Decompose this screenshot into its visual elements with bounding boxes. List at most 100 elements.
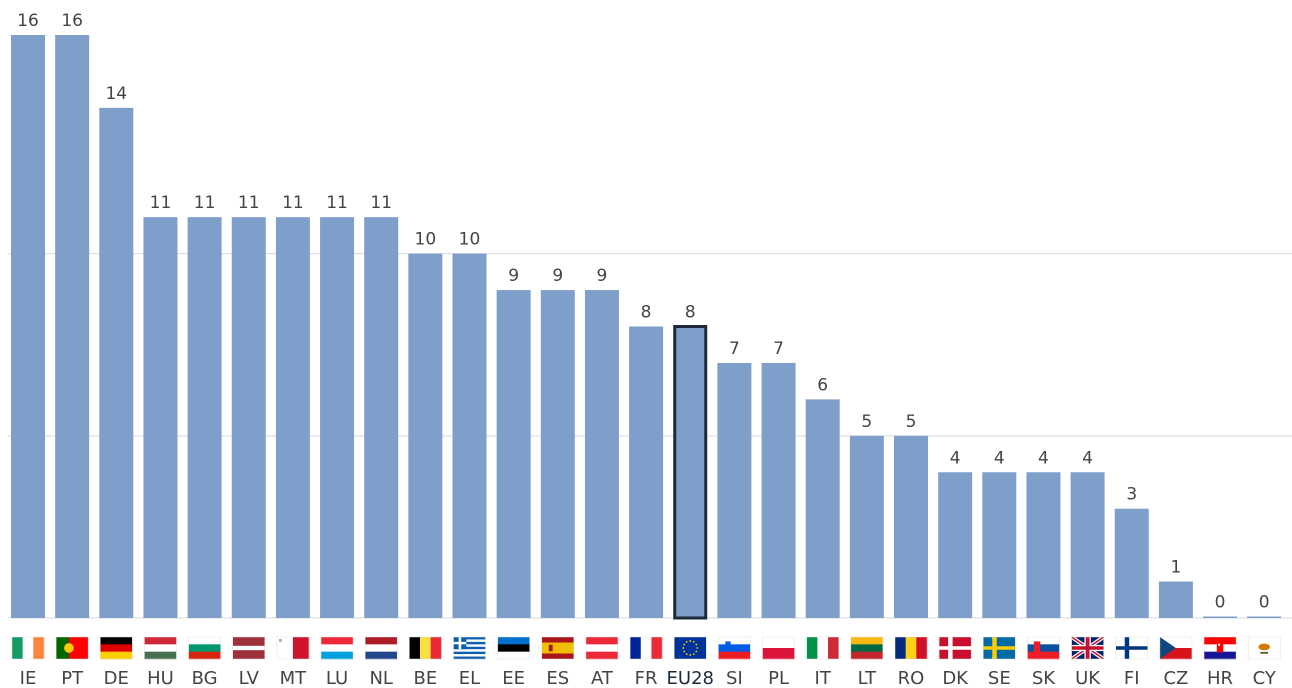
bar-si xyxy=(717,362,752,618)
flag-lt-icon xyxy=(850,636,884,660)
category-label-ee: EE xyxy=(502,668,525,688)
bar-lv xyxy=(231,217,266,618)
category-label-si: SI xyxy=(726,668,743,688)
category-label-dk: DK xyxy=(942,668,969,688)
value-label-lv: 11 xyxy=(238,193,260,213)
value-label-es: 9 xyxy=(552,266,563,286)
category-label-hr: HR xyxy=(1207,668,1233,688)
category-label-es: ES xyxy=(546,668,569,688)
bar-ro xyxy=(894,435,928,618)
flag-ee-icon xyxy=(497,636,530,660)
category-label-at: AT xyxy=(591,668,614,688)
bars xyxy=(11,35,1282,620)
flag-lv-icon xyxy=(232,636,265,660)
value-label-eu28: 8 xyxy=(685,303,696,323)
flag-fr-icon xyxy=(629,636,663,660)
bar-mt xyxy=(275,217,310,618)
category-labels: IE PT DE HU BG LV MT LU NL BE EL EE ES AT FR EU28 SI PL IT… xyxy=(20,668,1277,688)
value-label-lu: 11 xyxy=(326,193,348,213)
value-label-be: 10 xyxy=(415,230,437,250)
category-label-lv: LV xyxy=(239,668,260,688)
flag-nl-icon xyxy=(364,636,398,660)
value-label-nl: 11 xyxy=(370,193,392,213)
bar-at xyxy=(584,290,619,618)
value-label-cz: 1 xyxy=(1170,558,1181,578)
flag-se-icon xyxy=(983,636,1016,660)
value-label-ie: 16 xyxy=(17,11,39,31)
category-label-se: SE xyxy=(988,668,1011,688)
bar-de xyxy=(99,107,134,618)
value-label-fr: 8 xyxy=(641,303,652,323)
value-label-dk: 4 xyxy=(950,448,961,468)
category-label-be: BE xyxy=(413,668,437,688)
category-label-lt: LT xyxy=(858,668,878,688)
flag-si-icon xyxy=(718,636,751,660)
bar-ee xyxy=(496,290,531,618)
flag-ie-icon xyxy=(11,636,45,660)
bar-uk xyxy=(1070,472,1105,618)
bar-it xyxy=(805,399,840,618)
bar-bg xyxy=(187,217,222,618)
flag-hr-icon xyxy=(1203,636,1237,660)
bar-lu xyxy=(320,217,355,618)
category-label-mt: MT xyxy=(280,668,308,688)
value-label-hu: 11 xyxy=(150,193,172,213)
category-label-el: EL xyxy=(459,668,480,688)
value-label-ee: 9 xyxy=(508,266,519,286)
flag-cy-icon xyxy=(1247,636,1281,660)
value-label-ro: 5 xyxy=(906,412,917,432)
category-label-nl: NL xyxy=(369,668,393,688)
flag-mt-icon xyxy=(276,636,310,660)
value-label-pt: 16 xyxy=(61,11,83,31)
bar-pl xyxy=(761,362,796,618)
flag-at-icon xyxy=(585,636,619,660)
value-label-el: 10 xyxy=(459,230,481,250)
category-label-pl: PL xyxy=(768,668,789,688)
bar-dk xyxy=(938,472,973,618)
category-label-eu28: EU28 xyxy=(667,668,714,688)
category-label-it: IT xyxy=(815,668,832,688)
category-label-lu: LU xyxy=(326,668,348,688)
value-label-it: 6 xyxy=(817,375,828,395)
value-label-at: 9 xyxy=(597,266,608,286)
value-label-mt: 11 xyxy=(282,193,304,213)
category-label-hu: HU xyxy=(147,668,174,688)
category-label-pt: PT xyxy=(61,668,84,688)
flag-el-icon xyxy=(453,636,486,660)
value-label-de: 14 xyxy=(105,84,127,104)
flag-pl-icon xyxy=(762,636,795,660)
bar-sk xyxy=(1026,472,1061,618)
value-label-se: 4 xyxy=(994,448,1005,468)
bar-fr xyxy=(629,326,664,618)
flag-be-icon xyxy=(409,636,442,660)
value-label-fi: 3 xyxy=(1126,485,1137,505)
bar-eu28 xyxy=(673,325,708,620)
category-label-fr: FR xyxy=(635,668,658,688)
bar-pt xyxy=(55,35,90,618)
bar-lt xyxy=(849,435,884,618)
value-label-bg: 11 xyxy=(194,193,216,213)
bar-cy xyxy=(1247,616,1282,618)
category-label-uk: UK xyxy=(1075,668,1101,688)
value-label-lt: 5 xyxy=(861,412,872,432)
flags xyxy=(11,635,1281,661)
category-label-fi: FI xyxy=(1124,668,1140,688)
category-label-cz: CZ xyxy=(1163,668,1188,688)
bar-ie xyxy=(11,35,45,618)
flag-sk-icon xyxy=(1027,636,1060,660)
category-label-cy: CY xyxy=(1253,668,1277,688)
flag-bg-icon xyxy=(188,636,221,660)
value-label-sk: 4 xyxy=(1038,448,1049,468)
category-label-de: DE xyxy=(104,668,129,688)
bar-se xyxy=(982,472,1017,618)
bar-hu xyxy=(143,217,178,618)
flag-pt-icon xyxy=(55,636,89,660)
flag-dk-icon xyxy=(938,636,972,660)
flag-de-icon xyxy=(100,636,133,660)
bar-be xyxy=(408,253,443,618)
flag-ro-icon xyxy=(894,636,928,660)
flag-eu28-icon xyxy=(674,636,707,660)
bar-hr xyxy=(1203,616,1238,618)
category-label-ro: RO xyxy=(898,668,925,688)
